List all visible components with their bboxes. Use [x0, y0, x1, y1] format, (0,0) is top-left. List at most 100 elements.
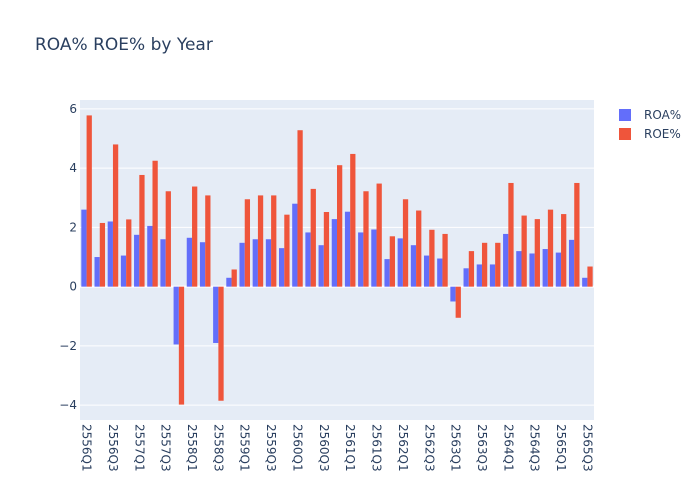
- bar-roa: [489, 264, 496, 287]
- x-tick-label: 2560Q1: [290, 424, 304, 472]
- x-tick-label: 2556Q3: [106, 424, 120, 472]
- y-axis-ticks: −4 −2 0 2 4 6: [59, 102, 77, 412]
- bar-roe: [416, 210, 422, 287]
- chart-title: ROA% ROE% by Year: [35, 35, 213, 55]
- y-tick-label: −2: [59, 339, 77, 353]
- bar-roa: [344, 211, 351, 287]
- bar-roe: [521, 215, 527, 287]
- y-tick-label: 0: [69, 280, 77, 294]
- bar-roa: [582, 277, 588, 287]
- bar-roa: [239, 242, 245, 287]
- bar-roa: [226, 277, 232, 287]
- bar-roe: [442, 233, 448, 287]
- legend-swatch: [619, 109, 631, 121]
- bar-roe: [495, 242, 501, 287]
- bar-roa: [371, 229, 377, 287]
- bar-roa: [199, 242, 206, 287]
- bar-roe: [402, 199, 409, 287]
- y-tick-label: −4: [59, 398, 77, 412]
- bar-roa: [384, 259, 390, 287]
- legend-item[interactable]: ROA%: [619, 108, 681, 122]
- bar-roa: [173, 286, 179, 345]
- x-tick-label: 2562Q1: [396, 424, 410, 472]
- x-tick-label: 2561Q3: [370, 424, 384, 472]
- bar-roe: [508, 182, 514, 287]
- bar-roe: [389, 236, 395, 287]
- bar-roa: [568, 239, 575, 287]
- bar-roa: [279, 248, 285, 287]
- bar-roe: [310, 188, 316, 287]
- bar-roe: [218, 286, 224, 401]
- bar-roa: [120, 255, 127, 287]
- bar-roe: [468, 251, 475, 287]
- bar-roa: [437, 258, 443, 287]
- bar-roa: [516, 251, 522, 287]
- x-tick-label: 2559Q3: [264, 424, 278, 472]
- bar-roe: [192, 186, 198, 287]
- x-tick-label: 2558Q3: [211, 424, 225, 472]
- bar-roe: [547, 209, 554, 287]
- bars: [81, 115, 593, 405]
- bar-roa: [81, 209, 87, 287]
- bar-roa: [331, 219, 337, 287]
- bar-roe: [165, 191, 171, 287]
- bar-roe: [587, 266, 593, 287]
- bar-roe: [205, 195, 211, 287]
- bar-roa: [94, 257, 100, 287]
- x-tick-label: 2556Q1: [80, 424, 94, 472]
- x-tick-label: 2560Q3: [317, 424, 331, 472]
- x-tick-label: 2557Q1: [132, 424, 146, 472]
- bar-roe: [323, 212, 330, 287]
- legend-swatch: [619, 128, 631, 140]
- bar-roe: [231, 269, 237, 287]
- bar-roa: [542, 249, 548, 287]
- x-tick-label: 2565Q3: [580, 424, 594, 472]
- bar-roa: [450, 286, 456, 302]
- bar-roe: [534, 219, 540, 287]
- y-tick-label: 6: [69, 102, 77, 116]
- bar-roa: [476, 264, 482, 287]
- bar-roe: [139, 174, 145, 287]
- legend-item[interactable]: ROE%: [619, 127, 681, 141]
- bar-roe: [376, 183, 382, 287]
- bar-roa: [358, 232, 364, 287]
- bar-roe: [284, 214, 290, 287]
- y-tick-label: 4: [69, 161, 77, 175]
- y-tick-label: 2: [69, 220, 77, 234]
- bar-roa: [147, 225, 153, 287]
- bar-roa: [160, 239, 166, 287]
- bar-roe: [561, 214, 567, 287]
- bar-roa: [292, 203, 298, 287]
- bar-roa: [186, 237, 193, 287]
- x-tick-label: 2561Q1: [343, 424, 357, 472]
- x-tick-label: 2557Q3: [159, 424, 173, 472]
- legend[interactable]: ROA% ROE%: [619, 108, 681, 141]
- bar-roa: [252, 239, 258, 287]
- x-tick-label: 2563Q3: [475, 424, 489, 472]
- x-tick-label: 2564Q3: [528, 424, 542, 472]
- x-tick-label: 2559Q1: [238, 424, 252, 472]
- bar-roe: [297, 130, 303, 287]
- legend-label: ROA%: [644, 108, 681, 122]
- bar-roa: [134, 234, 140, 287]
- bar-roe: [152, 160, 158, 287]
- bar-roe: [363, 191, 369, 287]
- bar-roe: [481, 242, 488, 287]
- bar-roe: [126, 219, 132, 287]
- bar-roe: [99, 222, 106, 287]
- bar-roa: [555, 252, 562, 287]
- bar-roe: [244, 199, 251, 287]
- bar-roa: [410, 245, 417, 287]
- x-tick-label: 2565Q1: [554, 424, 568, 472]
- bar-roa: [107, 221, 113, 287]
- bar-roe: [337, 165, 343, 287]
- bar-roa: [318, 245, 324, 287]
- bar-roe: [574, 182, 580, 287]
- bar-roe: [86, 115, 92, 287]
- x-tick-label: 2558Q1: [185, 424, 199, 472]
- bar-roa: [305, 232, 311, 287]
- bar-roe: [178, 286, 185, 405]
- bar-roe: [455, 286, 461, 318]
- x-tick-label: 2564Q1: [501, 424, 515, 472]
